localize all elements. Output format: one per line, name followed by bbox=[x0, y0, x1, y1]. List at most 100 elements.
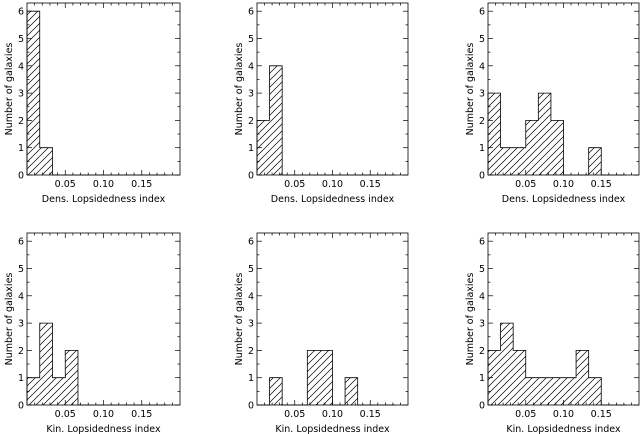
y-tick-label: 2 bbox=[248, 346, 254, 357]
histogram-bar bbox=[256, 120, 270, 175]
y-tick-label: 4 bbox=[18, 61, 24, 72]
histogram-bar bbox=[563, 377, 577, 405]
histogram-bar bbox=[525, 377, 539, 405]
y-tick-label: 3 bbox=[248, 319, 254, 330]
x-tick-label: 0.10 bbox=[93, 179, 114, 190]
y-tick-label: 1 bbox=[248, 373, 254, 384]
x-tick-label: 0.05 bbox=[55, 179, 76, 190]
histogram-bar bbox=[513, 147, 526, 175]
histogram-bar bbox=[307, 350, 320, 405]
histogram-bar bbox=[538, 377, 551, 405]
y-tick-label: 1 bbox=[18, 143, 24, 154]
histogram-panel: 0 1 2 3 4 5 6 0.05 0.10 0.15 Kin. Lopsidedness ind… bbox=[4, 232, 181, 434]
histogram-bars bbox=[256, 65, 283, 175]
histogram-bar bbox=[538, 93, 551, 175]
histogram-panel: 0 1 2 3 4 5 6 0.05 0.10 0.15 Kin. Lopsidedness ind… bbox=[465, 232, 640, 434]
y-tick-label: 0 bbox=[248, 171, 254, 182]
histogram-panel: 0 1 2 3 4 5 6 0.05 0.10 0.15 Dens. Lopsidedness in… bbox=[234, 2, 409, 205]
y-tick-label: 3 bbox=[18, 89, 24, 100]
histogram-bar bbox=[52, 377, 66, 405]
histogram-panel: 0 1 2 3 4 5 6 0.05 0.10 0.15 Dens. Lopsidedness in… bbox=[465, 2, 640, 205]
x-tick-label: 0.05 bbox=[515, 409, 536, 420]
y-axis-label: Number of galaxies bbox=[4, 43, 15, 136]
histogram-bar bbox=[345, 377, 358, 405]
x-tick-label: 0.15 bbox=[591, 179, 612, 190]
y-tick-label: 5 bbox=[248, 34, 254, 45]
y-tick-label: 6 bbox=[248, 237, 254, 248]
x-tick-label: 0.15 bbox=[360, 409, 381, 420]
y-tick-label: 5 bbox=[18, 34, 24, 45]
histogram-bar bbox=[513, 350, 526, 405]
y-tick-label: 5 bbox=[248, 264, 254, 275]
x-tick-label: 0.15 bbox=[131, 179, 152, 190]
y-tick-label: 6 bbox=[479, 7, 485, 18]
histogram-bar bbox=[65, 350, 78, 405]
y-tick-label: 0 bbox=[18, 171, 24, 182]
y-tick-label: 6 bbox=[18, 7, 24, 18]
y-tick-label: 6 bbox=[248, 7, 254, 18]
y-tick-label: 3 bbox=[479, 319, 485, 330]
y-tick-label: 0 bbox=[18, 401, 24, 412]
x-axis-label: Kin. Lopsidedness index bbox=[46, 424, 161, 434]
histogram-bars bbox=[26, 323, 78, 405]
x-tick-label: 0.05 bbox=[284, 179, 305, 190]
histogram-outline bbox=[487, 322, 627, 406]
histogram-bar bbox=[269, 377, 283, 405]
x-tick-label: 0.10 bbox=[93, 409, 114, 420]
y-axis-label: Number of galaxies bbox=[234, 273, 245, 366]
y-axis-label: Number of galaxies bbox=[4, 273, 15, 366]
x-axis-label: Dens. Lopsidedness index bbox=[271, 194, 395, 205]
x-tick-label: 0.15 bbox=[131, 409, 152, 420]
x-tick-label: 0.10 bbox=[322, 179, 343, 190]
histogram-bar bbox=[588, 377, 602, 405]
histogram-panel: 0 1 2 3 4 5 6 0.05 0.10 0.15 Kin. Lopsidedness ind… bbox=[234, 232, 409, 434]
y-tick-label: 5 bbox=[18, 264, 24, 275]
y-axis-label: Number of galaxies bbox=[465, 273, 476, 366]
histogram-bar bbox=[269, 65, 283, 175]
y-axis-label: Number of galaxies bbox=[465, 43, 476, 136]
histogram-bar bbox=[500, 147, 514, 175]
y-tick-label: 3 bbox=[18, 319, 24, 330]
x-axis-label: Kin. Lopsidedness index bbox=[506, 424, 621, 434]
x-tick-label: 0.15 bbox=[591, 409, 612, 420]
histogram-bar bbox=[319, 350, 333, 405]
histogram-bars bbox=[487, 323, 602, 405]
y-tick-label: 0 bbox=[248, 401, 254, 412]
y-tick-label: 1 bbox=[479, 373, 485, 384]
y-tick-label: 0 bbox=[479, 171, 485, 182]
histogram-panel: 0 1 2 3 4 5 6 0.05 0.10 0.15 Dens. Lopsidedness in… bbox=[4, 2, 181, 205]
histogram-bar bbox=[550, 377, 564, 405]
y-tick-label: 5 bbox=[479, 34, 485, 45]
y-tick-label: 4 bbox=[18, 291, 24, 302]
histogram-bar bbox=[39, 147, 53, 175]
histogram-bars bbox=[269, 350, 358, 405]
y-tick-label: 4 bbox=[479, 291, 485, 302]
histogram-bar bbox=[525, 120, 539, 175]
y-tick-label: 1 bbox=[479, 143, 485, 154]
y-axis-label: Number of galaxies bbox=[234, 43, 245, 136]
histogram-bar bbox=[26, 377, 40, 405]
y-tick-label: 0 bbox=[479, 401, 485, 412]
y-tick-label: 4 bbox=[248, 61, 254, 72]
x-tick-label: 0.10 bbox=[553, 179, 574, 190]
y-tick-label: 2 bbox=[18, 116, 24, 127]
y-tick-label: 2 bbox=[248, 116, 254, 127]
y-tick-label: 4 bbox=[248, 291, 254, 302]
y-tick-label: 3 bbox=[248, 89, 254, 100]
x-axis-label: Dens. Lopsidedness index bbox=[42, 194, 166, 205]
y-tick-label: 6 bbox=[18, 237, 24, 248]
y-tick-label: 1 bbox=[18, 373, 24, 384]
y-tick-label: 1 bbox=[248, 143, 254, 154]
x-axis-label: Kin. Lopsidedness index bbox=[275, 424, 390, 434]
y-tick-label: 6 bbox=[479, 237, 485, 248]
histogram-bars bbox=[26, 11, 53, 176]
x-tick-label: 0.05 bbox=[284, 409, 305, 420]
histogram-bar bbox=[588, 147, 602, 175]
histogram-bar bbox=[39, 323, 53, 405]
histogram-bar bbox=[550, 120, 564, 175]
y-tick-label: 3 bbox=[479, 89, 485, 100]
x-tick-label: 0.05 bbox=[515, 179, 536, 190]
x-tick-label: 0.10 bbox=[322, 409, 343, 420]
y-tick-label: 2 bbox=[18, 346, 24, 357]
